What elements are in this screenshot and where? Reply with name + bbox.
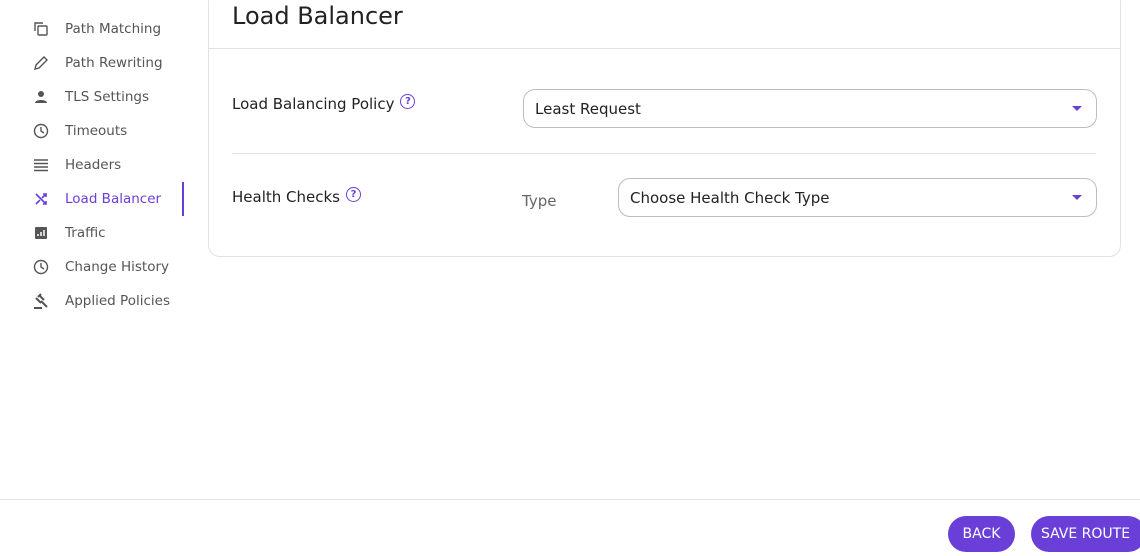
help-icon[interactable]: ?	[400, 93, 416, 109]
person-icon	[32, 88, 50, 106]
save-route-button[interactable]: SAVE ROUTE	[1031, 516, 1140, 552]
health-check-placeholder: Choose Health Check Type	[630, 188, 830, 207]
divider	[209, 48, 1120, 49]
sidebar-item-label: Headers	[65, 157, 122, 173]
footer-divider	[0, 499, 1140, 500]
sidebar-item-label: Path Rewriting	[65, 55, 163, 71]
caret-down-icon	[1072, 106, 1082, 111]
back-button[interactable]: BACK	[948, 516, 1015, 552]
sidebar-item-label: Applied Policies	[65, 293, 170, 309]
copy-icon	[32, 20, 50, 38]
caret-down-icon	[1072, 195, 1082, 200]
sidebar-item-path-matching[interactable]: Path Matching	[0, 12, 185, 46]
sidebar-item-headers[interactable]: Headers	[0, 148, 185, 182]
health-check-type-select[interactable]: Choose Health Check Type	[618, 178, 1097, 217]
sidebar-item-change-history[interactable]: Change History	[0, 250, 185, 284]
sidebar-item-label: Load Balancer	[65, 191, 162, 207]
shuffle-icon	[32, 190, 50, 208]
chart-icon	[32, 224, 50, 242]
clock-icon	[32, 258, 50, 276]
divider	[232, 153, 1096, 154]
sidebar-item-applied-policies[interactable]: Applied Policies	[0, 284, 185, 318]
sidebar-item-load-balancer[interactable]: Load Balancer	[0, 182, 185, 216]
sidebar-item-label: Timeouts	[65, 123, 128, 139]
policy-label-group: Load Balancing Policy ?	[232, 93, 416, 113]
type-label: Type	[522, 192, 557, 210]
page-title: Load Balancer	[232, 2, 403, 30]
sidebar-item-label: Path Matching	[65, 21, 162, 37]
sidebar-item-label: TLS Settings	[65, 89, 149, 105]
clock-icon	[32, 122, 50, 140]
sidebar-item-path-rewriting[interactable]: Path Rewriting	[0, 46, 185, 80]
gavel-icon	[32, 292, 50, 310]
health-checks-label: Health Checks	[232, 188, 340, 206]
sidebar-item-tls-settings[interactable]: TLS Settings	[0, 80, 185, 114]
load-balancing-policy-select[interactable]: Least Request	[523, 89, 1097, 128]
help-icon[interactable]: ?	[345, 186, 361, 202]
load-balancer-card: Load Balancer Load Balancing Policy ? Le…	[208, 0, 1121, 257]
pencil-icon	[32, 54, 50, 72]
sidebar-item-traffic[interactable]: Traffic	[0, 216, 185, 250]
sidebar-item-label: Change History	[65, 259, 170, 275]
health-label-group: Health Checks ?	[232, 186, 361, 206]
policy-label: Load Balancing Policy	[232, 95, 395, 113]
lines-icon	[32, 156, 50, 174]
sidebar-item-label: Traffic	[65, 225, 106, 241]
sidebar-item-timeouts[interactable]: Timeouts	[0, 114, 185, 148]
policy-value: Least Request	[535, 99, 641, 118]
